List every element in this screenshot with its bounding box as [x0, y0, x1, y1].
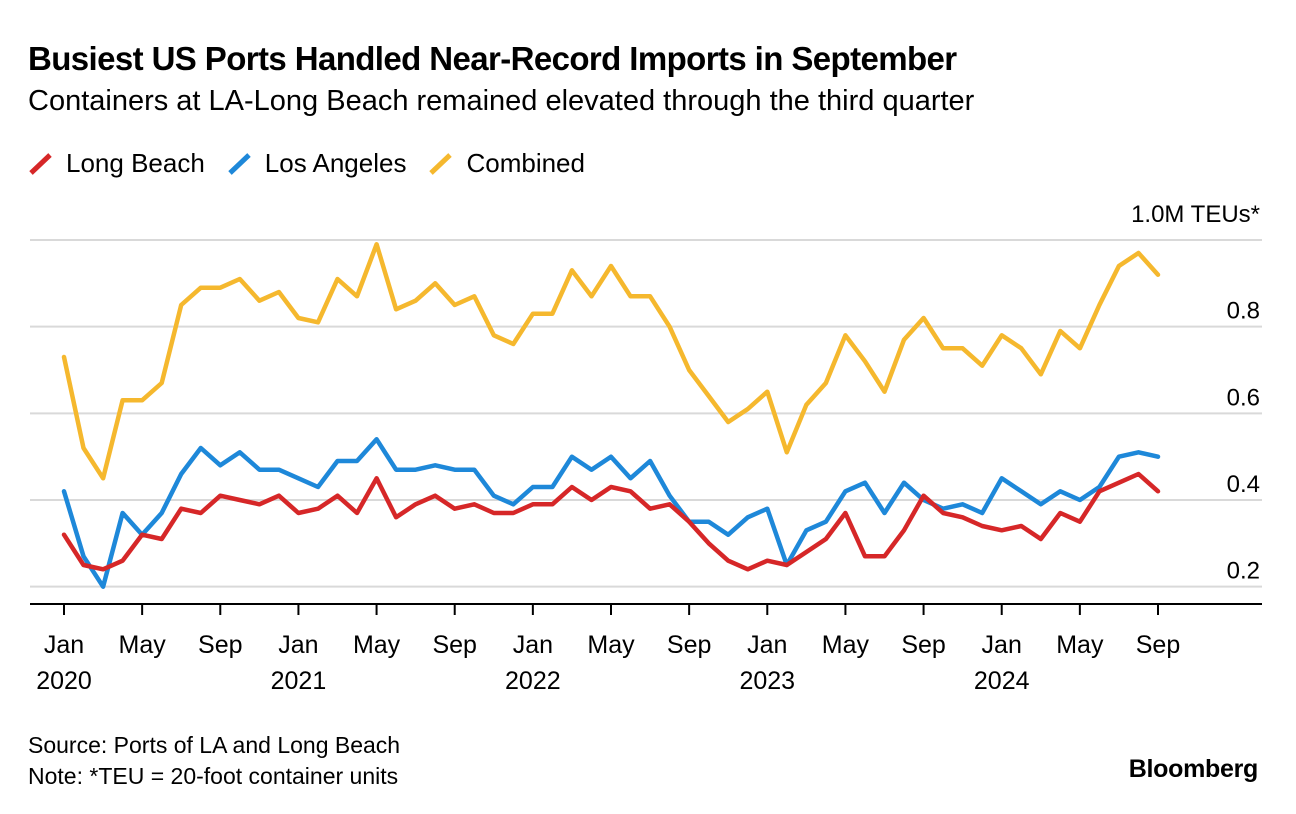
x-tick-label: Jan [982, 631, 1022, 659]
legend-swatch-long-beach [29, 152, 52, 175]
x-tick-year-label: 2023 [739, 667, 795, 695]
x-tick-year-label: 2021 [271, 667, 327, 695]
legend-item-los-angeles: Los Angeles [227, 148, 407, 179]
source-note: Source: Ports of LA and Long Beach Note:… [28, 730, 400, 792]
x-tick-label: Sep [432, 631, 476, 659]
x-tick-label: May [587, 631, 635, 659]
x-tick-label: Sep [1136, 631, 1180, 659]
y-tick-label: 0.2 [1227, 558, 1260, 585]
series-line-combined [61, 242, 1161, 481]
y-tick-label: 0.8 [1227, 298, 1260, 325]
legend-item-combined: Combined [428, 148, 585, 179]
x-tick-label: May [1056, 631, 1104, 659]
x-tick-label: May [353, 631, 401, 659]
legend-swatch-combined [429, 152, 453, 175]
x-tick-year-label: 2024 [974, 667, 1030, 695]
y-unit-label: 1.0M TEUs* [1131, 201, 1260, 228]
x-tick-label: May [822, 631, 870, 659]
chart-title: Busiest US Ports Handled Near-Record Imp… [28, 40, 957, 77]
y-tick-label: 0.4 [1227, 471, 1260, 498]
x-tick-year-label: 2022 [505, 667, 561, 695]
x-tick-label: Jan [747, 631, 787, 659]
y-tick-label: 0.6 [1227, 384, 1260, 411]
legend-item-long-beach: Long Beach [28, 148, 205, 179]
bloomberg-logo: Bloomberg [1128, 755, 1259, 783]
legend-label-los-angeles: Los Angeles [264, 148, 407, 178]
legend-label-combined: Combined [466, 148, 585, 178]
legend: Long Beach Los Angeles Combined [28, 148, 607, 179]
x-tick-label: Jan [44, 631, 84, 659]
x-tick-label: May [119, 631, 167, 659]
x-tick-label: Sep [198, 631, 242, 659]
chart-subtitle: Containers at LA-Long Beach remained ele… [28, 85, 975, 117]
legend-label-long-beach: Long Beach [66, 148, 205, 178]
x-tick-label: Jan [278, 631, 318, 659]
note-text: Note: *TEU = 20-foot container units [28, 763, 399, 789]
source-text: Source: Ports of LA and Long Beach [28, 732, 401, 758]
x-tick-year-label: 2020 [36, 667, 92, 695]
legend-swatch-los-angeles [228, 152, 251, 175]
x-tick-label: Sep [667, 631, 711, 659]
series-line-long-beach [61, 471, 1161, 572]
series-line-los-angeles [61, 437, 1161, 589]
x-tick-label: Jan [513, 631, 553, 659]
x-tick-label: Sep [901, 631, 945, 659]
